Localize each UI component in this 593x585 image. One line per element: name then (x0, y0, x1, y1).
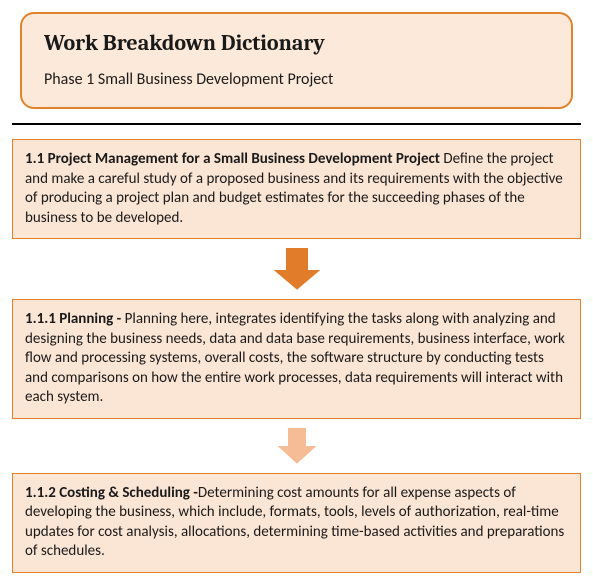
section-heading: 1.1.1 Planning - (25, 310, 121, 328)
arrow-1 (12, 245, 581, 293)
section-1-1: 1.1 Project Management for a Small Busin… (12, 139, 581, 239)
divider (12, 123, 581, 125)
section-heading: 1.1.2 Costing & Scheduling - (25, 484, 198, 502)
page-subtitle: Phase 1 Small Business Development Proje… (44, 70, 549, 89)
section-1-1-1: 1.1.1 Planning - Planning here, integrat… (12, 299, 581, 419)
arrow-2 (12, 425, 581, 467)
section-1-1-2: 1.1.2 Costing & Scheduling -Determining … (12, 473, 581, 573)
section-heading: 1.1 Project Management for a Small Busin… (25, 150, 440, 168)
arrow-down-icon (267, 245, 327, 293)
page-title: Work Breakdown Dictionary (44, 30, 549, 56)
arrow-down-icon (271, 425, 323, 467)
header-card: Work Breakdown Dictionary Phase 1 Small … (20, 12, 573, 109)
